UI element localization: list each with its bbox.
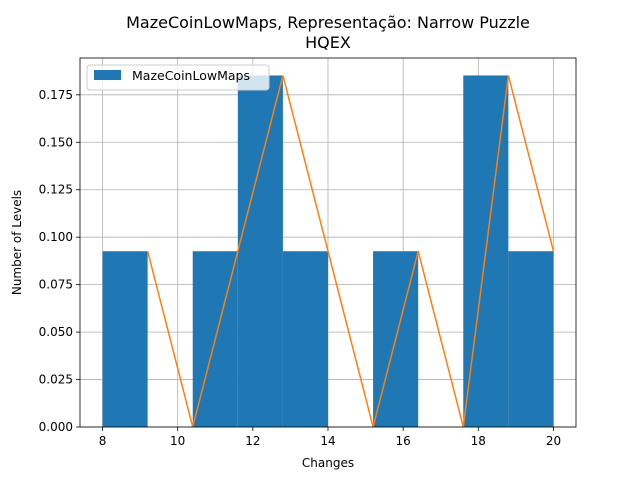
legend-box [86,64,270,91]
legend-label: MazeCoinLowMaps [132,68,250,83]
y-tick-label: 0.125 [39,183,73,197]
legend: MazeCoinLowMaps [86,64,270,91]
x-tick-label: 8 [99,434,107,448]
y-tick-label: 0.175 [39,88,73,102]
y-tick-label: 0.150 [39,135,73,149]
histogram-bar [237,75,283,428]
chart-title-line-2: HQEX [305,33,351,52]
y-tick-label: 0.075 [39,278,73,292]
histogram-bar [282,251,328,427]
histogram-bar [102,251,148,427]
histogram-bar [508,251,554,427]
x-tick-label: 16 [396,434,411,448]
histogram-bars [102,75,554,428]
x-tick-label: 20 [546,434,561,448]
y-tick-label: 0.100 [39,230,73,244]
x-tick-label: 14 [320,434,335,448]
x-tick-label: 12 [245,434,260,448]
y-tick-label: 0.050 [39,325,73,339]
x-tick-label: 18 [471,434,486,448]
y-tick-label: 0.000 [39,420,73,434]
axis-ticks: 8 10 12 14 16 18 20 0.000 0.025 0.050 0.075 0.100 0.… [39,88,561,448]
y-axis-label: Number of Levels [10,190,24,295]
legend-swatch [94,70,121,80]
y-tick-label: 0.025 [39,373,73,387]
chart-title-line-1: MazeCoinLowMaps, Representação: Narrow P… [126,13,530,32]
x-axis-label: Changes [302,456,354,470]
x-tick-label: 10 [170,434,185,448]
